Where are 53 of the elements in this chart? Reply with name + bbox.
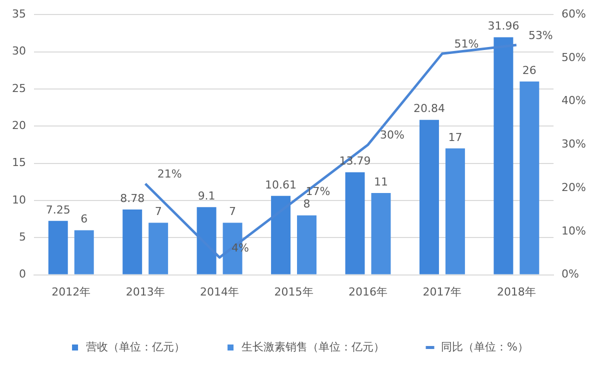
y-tick-label: 35 <box>12 7 26 20</box>
data-label: 9.1 <box>198 190 216 203</box>
bar <box>74 230 94 274</box>
data-label: 7 <box>229 205 236 218</box>
x-tick-label: 2018年 <box>496 285 536 298</box>
bar <box>419 120 439 274</box>
y2-tick-label: 20% <box>562 180 586 194</box>
legend-label: 营收（单位：亿元） <box>86 340 186 354</box>
data-label: 8.78 <box>120 192 145 205</box>
data-label: 31.96 <box>488 20 520 33</box>
data-label: 53% <box>528 28 553 42</box>
x-tick-label: 2014年 <box>200 285 240 298</box>
data-label: 20.84 <box>413 102 445 116</box>
y2-tick-label: 60% <box>562 7 586 20</box>
y-tick-label: 10 <box>12 193 26 206</box>
legend-label: 生长激素销售（单位：亿元） <box>242 340 385 354</box>
x-tick-label: 2017年 <box>422 285 462 298</box>
data-label: 7 <box>154 205 162 218</box>
legend-label: 同比（单位：%） <box>441 340 528 354</box>
data-label: 17% <box>306 184 330 198</box>
data-label: 17 <box>448 130 462 144</box>
data-label: 11 <box>374 175 388 188</box>
x-tick-label: 2012年 <box>52 285 91 298</box>
data-label: 8 <box>303 198 310 211</box>
y-tick-label: 30 <box>12 44 26 58</box>
bar <box>122 210 142 274</box>
data-label: 7.25 <box>46 203 70 216</box>
y-tick-label: 20 <box>12 118 26 132</box>
data-label: 51% <box>454 37 479 50</box>
bar <box>445 148 465 274</box>
bar <box>345 172 365 274</box>
y2-tick-label: 50% <box>562 50 586 64</box>
y-tick-label: 15 <box>12 156 26 170</box>
bar <box>297 215 317 274</box>
y2-tick-label: 10% <box>562 224 586 238</box>
y-tick-label: 5 <box>18 230 26 244</box>
x-tick-label: 2013年 <box>126 285 165 298</box>
bar <box>148 222 168 274</box>
x-tick-label: 2015年 <box>274 285 314 298</box>
data-label: 10.61 <box>265 178 297 192</box>
data-label: 30% <box>380 128 404 142</box>
y2-tick-label: 40% <box>562 94 586 108</box>
bar <box>48 220 68 274</box>
bar <box>520 82 540 274</box>
data-label: 6 <box>80 212 88 226</box>
y-tick-label: 25 <box>12 82 26 95</box>
y-tick-label: 0 <box>18 268 26 281</box>
y2-tick-label: 30% <box>562 138 586 151</box>
x-tick-label: 2016年 <box>348 285 388 298</box>
y2-tick-label: 0% <box>562 268 580 281</box>
data-label: 21% <box>157 168 182 181</box>
data-label: 26 <box>522 64 536 77</box>
bar <box>371 193 391 274</box>
